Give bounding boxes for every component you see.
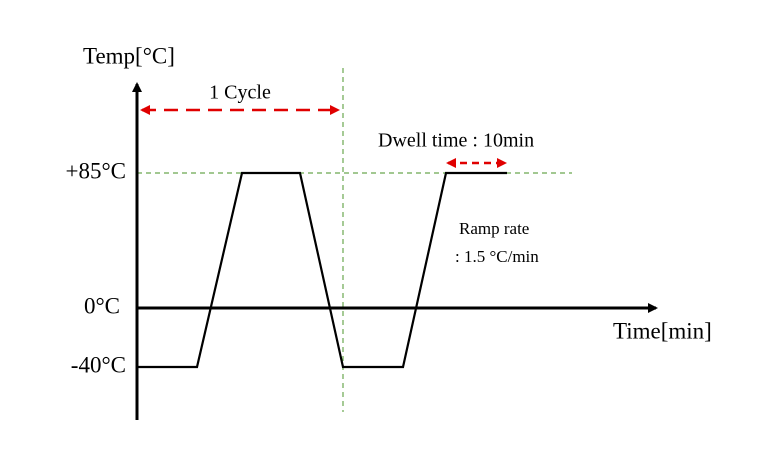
level-label: -40°C <box>71 352 126 377</box>
temperature-profile <box>137 171 507 369</box>
dwell-label: Dwell time : 10min <box>378 130 534 152</box>
ramp-label: Ramp rate <box>459 219 529 238</box>
ramp-value: : 1.5 °C/min <box>455 247 539 266</box>
level-label: +85°C <box>65 158 126 183</box>
level-label: 0°C <box>84 293 120 318</box>
x-axis-label: Time[min] <box>613 318 712 343</box>
y-axis-label: Temp[°C] <box>83 43 175 68</box>
cycle-label: 1 Cycle <box>209 82 271 104</box>
